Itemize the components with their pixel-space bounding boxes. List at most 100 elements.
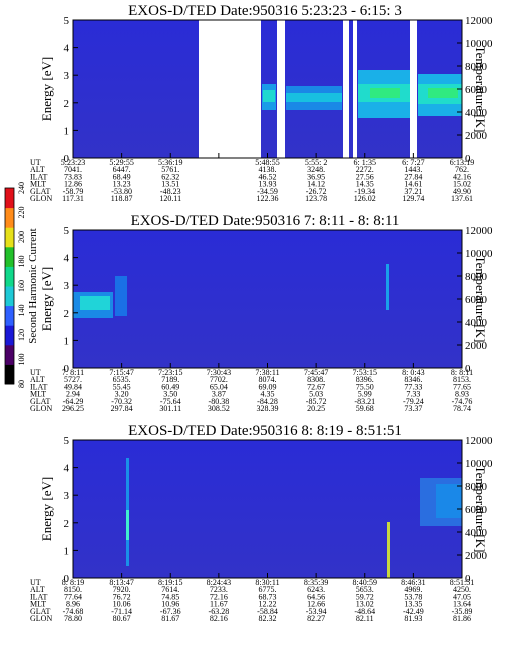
y2tick-label: 12000 [465, 435, 493, 447]
row-label: UT [30, 368, 41, 377]
table-cell: 7233. [210, 585, 228, 594]
table-cell: -74.68 [63, 607, 84, 616]
y2tick-label: 8000 [465, 61, 488, 73]
table-cell: -35.89 [452, 607, 473, 616]
table-cell: 296.25 [62, 404, 84, 413]
colorbar-tick-label: 80 [17, 380, 26, 388]
colorbar-cells [5, 188, 14, 385]
table-cell: 49.84 [64, 382, 82, 391]
ytick-label: 2 [64, 308, 70, 320]
colorbar-cell [5, 325, 14, 346]
colorbar-cell [5, 305, 14, 326]
table-cell: 3248. [307, 165, 325, 174]
colorbar-frame [4, 187, 15, 385]
table-cell: 6243. [307, 585, 325, 594]
table-cell: 77.33 [404, 382, 422, 391]
ytick-label: 1 [64, 545, 70, 557]
colorbar-cell [5, 364, 14, 385]
table-cell: 6: 7:27 [402, 158, 424, 167]
ytick-label: 4 [64, 463, 70, 475]
table-cell: 117.31 [62, 194, 84, 203]
y2tick-label: 10000 [465, 38, 493, 50]
table-cell: 37.21 [404, 187, 422, 196]
table-cell: 5:36:19 [158, 158, 182, 167]
table-cell: 6447. [113, 165, 131, 174]
row-label: UT [30, 158, 41, 167]
table-cell: 7614. [161, 585, 179, 594]
y2tick-label: 12000 [465, 225, 493, 237]
table-cell: 301.11 [159, 404, 181, 413]
ytick-label: 3 [64, 280, 70, 292]
table-cell: 13.23 [113, 180, 131, 189]
table-cell: -58.79 [63, 187, 84, 196]
panel-2-ephemeris-table: UT 7: 8:11 7:15:47 7:23:15 7:30:43 7:38:11 7:4… [30, 368, 473, 413]
table-cell: 13.64 [453, 600, 471, 609]
table-cell: 5:48:55 [255, 158, 279, 167]
table-cell: 6775. [259, 585, 277, 594]
table-cell: 42.16 [453, 172, 471, 181]
panel-3-plot-area [73, 440, 462, 578]
table-cell: 55.45 [113, 382, 131, 391]
table-cell: 81.86 [453, 614, 471, 623]
table-cell: 7: 8:11 [62, 368, 84, 377]
panel-3-features [126, 458, 462, 578]
table-cell: 36.95 [307, 172, 325, 181]
panel-3-ticks: 0 1 2 3 4 5 0 2000 4000 6000 8000 10000 12000 [64, 435, 494, 585]
y2tick-label: 6000 [465, 84, 488, 96]
y2tick-label: 2000 [465, 550, 488, 562]
table-cell: 7:53:15 [353, 368, 377, 377]
table-cell: 6:13:19 [450, 158, 474, 167]
table-cell: 8:51:51 [450, 578, 474, 587]
table-cell: 1443. [404, 165, 422, 174]
table-cell: 11.67 [210, 600, 228, 609]
table-cell: 8.93 [455, 390, 469, 399]
panel-1-ylabel: Energy [eV] [39, 57, 54, 121]
panel-1-ephemeris-table: UT 5:23:23 5:29:55 5:36:19 5:48:55 5:55: 2 6: … [30, 158, 474, 203]
table-cell: 7041. [64, 165, 82, 174]
y2tick-label: 10000 [465, 248, 493, 260]
table-cell: 75.50 [356, 382, 374, 391]
panel-1-band [286, 93, 342, 102]
table-cell: 46.52 [259, 172, 277, 181]
table-cell: 80.67 [113, 614, 131, 623]
colorbar-tick-label: 200 [17, 231, 26, 243]
panel-1-features [199, 20, 462, 158]
colorbar-tick-label: 240 [17, 182, 26, 194]
table-cell: 6: 1:35 [354, 158, 376, 167]
ytick-label: 4 [64, 43, 70, 55]
ytick-label: 3 [64, 490, 70, 502]
row-label: MLT [30, 390, 46, 399]
table-cell: 3.87 [212, 390, 226, 399]
table-cell: -58.84 [257, 607, 278, 616]
table-cell: 78.74 [453, 404, 471, 413]
table-cell: 8:19:15 [158, 578, 182, 587]
table-cell: -80.38 [209, 397, 230, 406]
ytick-label: 3 [64, 70, 70, 82]
table-cell: 81.93 [404, 614, 422, 623]
y2tick-label: 4000 [465, 527, 488, 539]
table-cell: 5:29:55 [109, 158, 133, 167]
y2tick-label: 8000 [465, 481, 488, 493]
table-cell: 68.73 [259, 592, 277, 601]
table-cell: -53.80 [111, 187, 132, 196]
table-cell: -64.29 [63, 397, 84, 406]
colorbar-tick-label: 180 [17, 256, 26, 268]
table-cell: -67.36 [160, 607, 181, 616]
table-cell: -83.21 [354, 397, 375, 406]
panel-2-ylabel: Energy [eV] [39, 267, 54, 331]
table-cell: 12.86 [64, 180, 82, 189]
panel-1-ticks: 0 1 2 3 4 5 0 2000 4000 6000 8000 10000 12000 [64, 15, 494, 165]
row-label: ILAT [30, 382, 47, 391]
ytick-label: 4 [64, 253, 70, 265]
colorbar-tick-label: 140 [17, 305, 26, 317]
panel-2-band [386, 264, 389, 310]
table-cell: 120.11 [159, 194, 181, 203]
table-cell: 3.20 [115, 390, 129, 399]
ytick-label: 5 [64, 435, 70, 447]
panel-1-band [370, 88, 400, 98]
table-cell: 8396. [356, 375, 374, 384]
table-cell: 7:38:11 [255, 368, 279, 377]
table-cell: 72.67 [307, 382, 325, 391]
colorbar-cell [5, 207, 14, 228]
table-cell: 15.02 [453, 180, 471, 189]
